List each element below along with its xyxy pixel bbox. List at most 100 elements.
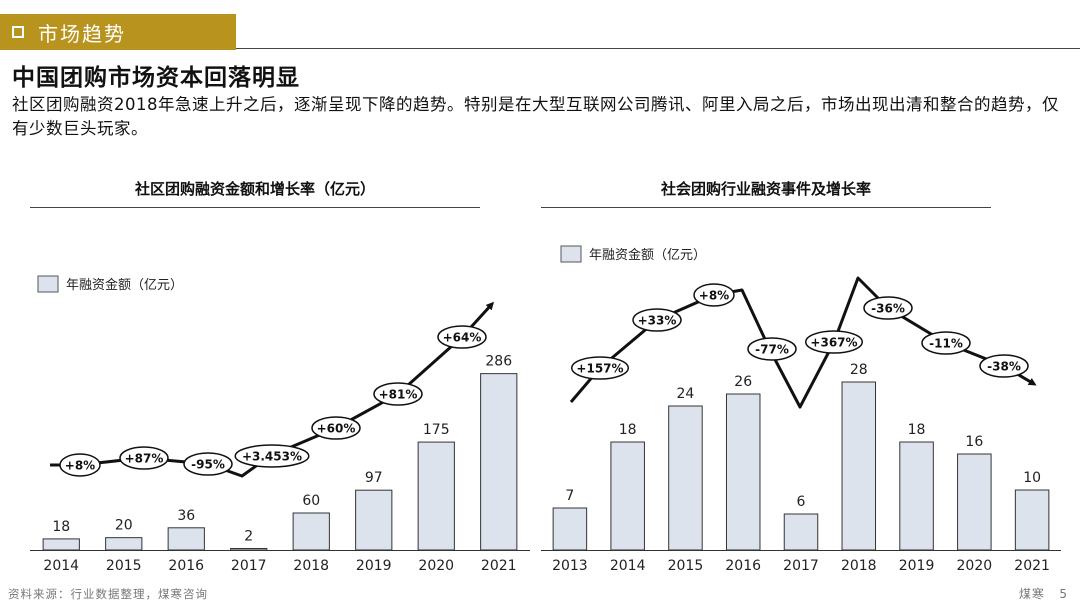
section-header: 市场趋势 [0,14,236,50]
chart-left-category-label-2021: 2021 [481,558,517,574]
chart-left-growth-badge-3 [234,444,310,468]
chart-right-growth-badge-1 [632,308,682,332]
chart-right-value-label-2013: 7 [565,488,574,504]
chart-left-title: 社区团购融资金额和增长率（亿元） [134,180,375,198]
page-number: 5 [1059,587,1068,601]
chart-right-growth-badge-4 [805,330,863,354]
chart-right-value-label-2018: 28 [850,362,868,378]
chart-left-growth-badge-4 [311,416,361,440]
chart-left-category-label-2018: 2018 [293,558,329,574]
chart-right-bar-2017 [783,513,819,551]
chart-right-growth-badge-6 [921,331,971,355]
chart-left-bar-2020 [417,441,455,551]
page-title: 中国团购市场资本回落明显 [12,65,300,91]
chart-right-growth-label-2: +8% [699,289,729,303]
square-icon [12,26,24,38]
chart-right-category-label-2020: 2020 [957,558,993,574]
chart-left-growth-label-6: +64% [443,331,482,345]
chart-left-bar-2019 [355,489,393,551]
chart-right-growth-label-4: +367% [810,336,857,350]
chart-left-growth-badge-6 [437,325,487,349]
page-subtitle: 社区团购融资2018年急速上升之后，逐渐呈现下降的趋势。特别是在大型互联网公司腾… [12,95,1059,138]
chart-right-category-label-2015: 2015 [668,558,704,574]
chart-left-growth-label-2: -95% [191,458,225,472]
chart-right-growth-label-1: +33% [638,314,677,328]
header-divider [236,48,1080,49]
chart-right-legend-swatch [560,245,582,263]
chart-right-bar-2014 [610,441,645,551]
chart-left-bar-2021 [480,373,518,551]
chart-right-growth-badge-7 [979,354,1029,378]
chart-right-category-label-2014: 2014 [610,558,646,574]
chart-right-growth-label-3: -77% [755,343,789,357]
chart-left-bar-2017 [230,548,268,551]
chart-left-category-label-2017: 2017 [231,558,267,574]
chart-left-growth-label-1: +87% [125,452,164,466]
chart-left-growth-badge-1 [119,446,169,470]
chart-right-title: 社会团购行业融资事件及增长率 [660,180,871,198]
chart-right-growth-badge-5 [863,296,913,320]
chart-left-value-label-2020: 175 [423,422,450,438]
chart-right-category-label-2016: 2016 [725,558,761,574]
brand-name: 煤寒 [1018,587,1045,601]
chart-left-category-label-2019: 2019 [356,558,392,574]
chart-right-growth-badge-0 [571,356,629,380]
chart-right-legend-label: 年融资金额（亿元） [589,247,706,263]
chart-right-value-label-2019: 18 [908,422,926,438]
chart-left-growth-label-3: +3.453% [242,450,302,464]
chart-left-value-label-2021: 286 [485,354,512,370]
chart-left-value-label-2014: 18 [52,519,70,535]
section-label: 市场趋势 [38,21,126,46]
footer-source: 资料来源：行业数据整理，煤寒咨询 [8,587,208,601]
chart-left-category-label-2020: 2020 [418,558,454,574]
chart-left-growth-label-0: +8% [65,459,95,473]
chart-left-growth-badge-2 [183,452,233,476]
chart-left-legend-label: 年融资金额（亿元） [66,277,183,293]
chart-left-growth-badge-5 [373,382,423,406]
chart-left-bar-2015 [105,537,143,551]
chart-left-growth-badge-0 [59,453,101,477]
chart-right-growth-badge-3 [747,337,797,361]
chart-right-bar-2013 [552,507,588,551]
chart-left-category-label-2016: 2016 [168,558,204,574]
chart-right-bar-2018 [841,381,877,551]
chart-left-legend-swatch [37,275,59,293]
chart-left-bar-2018 [292,512,330,551]
chart-right-growth-label-0: +157% [576,362,623,376]
footer-brand: 煤寒 5 [1019,585,1068,602]
chart-right-category-label-2017: 2017 [783,558,819,574]
chart-right-growth-label-7: -38% [987,360,1021,374]
chart-right-growth-badge-2 [693,283,735,307]
chart-left-value-label-2018: 60 [302,493,320,509]
chart-left-value-label-2015: 20 [115,518,133,534]
chart-right-bar-2019 [899,441,934,551]
chart-left-category-label-2014: 2014 [43,558,79,574]
chart-right-value-label-2015: 24 [677,386,695,402]
chart-right-value-label-2020: 16 [965,434,983,450]
chart-right-value-label-2016: 26 [734,374,752,390]
chart-right-category-label-2013: 2013 [552,558,588,574]
chart-right-bar-2016 [725,393,761,551]
chart-right-title-rule [541,207,991,208]
chart-left-category-label-2015: 2015 [106,558,142,574]
chart-right-bar-2015 [668,405,703,551]
chart-left-bar-2016 [167,527,205,551]
chart-right-bar-2021 [1014,489,1050,551]
chart-left-title-rule [30,207,480,208]
chart-left-bar-2014 [42,538,80,551]
chart-left-growth-label-4: +60% [317,422,356,436]
chart-right-category-label-2018: 2018 [841,558,877,574]
chart-right-category-label-2019: 2019 [899,558,935,574]
chart-left-growth-label-5: +81% [379,388,418,402]
chart-right-bar-2020 [957,453,992,551]
chart-right-growth-label-5: -36% [871,302,905,316]
chart-right-category-label-2021: 2021 [1014,558,1050,574]
chart-right-value-label-2021: 10 [1023,470,1041,486]
chart-left-value-label-2019: 97 [365,470,383,486]
chart-left-value-label-2016: 36 [177,508,195,524]
chart-right-growth-label-6: -11% [929,337,963,351]
chart-right-value-label-2014: 18 [619,422,637,438]
chart-left-value-label-2017: 2 [244,529,253,545]
chart-right-value-label-2017: 6 [797,494,806,510]
